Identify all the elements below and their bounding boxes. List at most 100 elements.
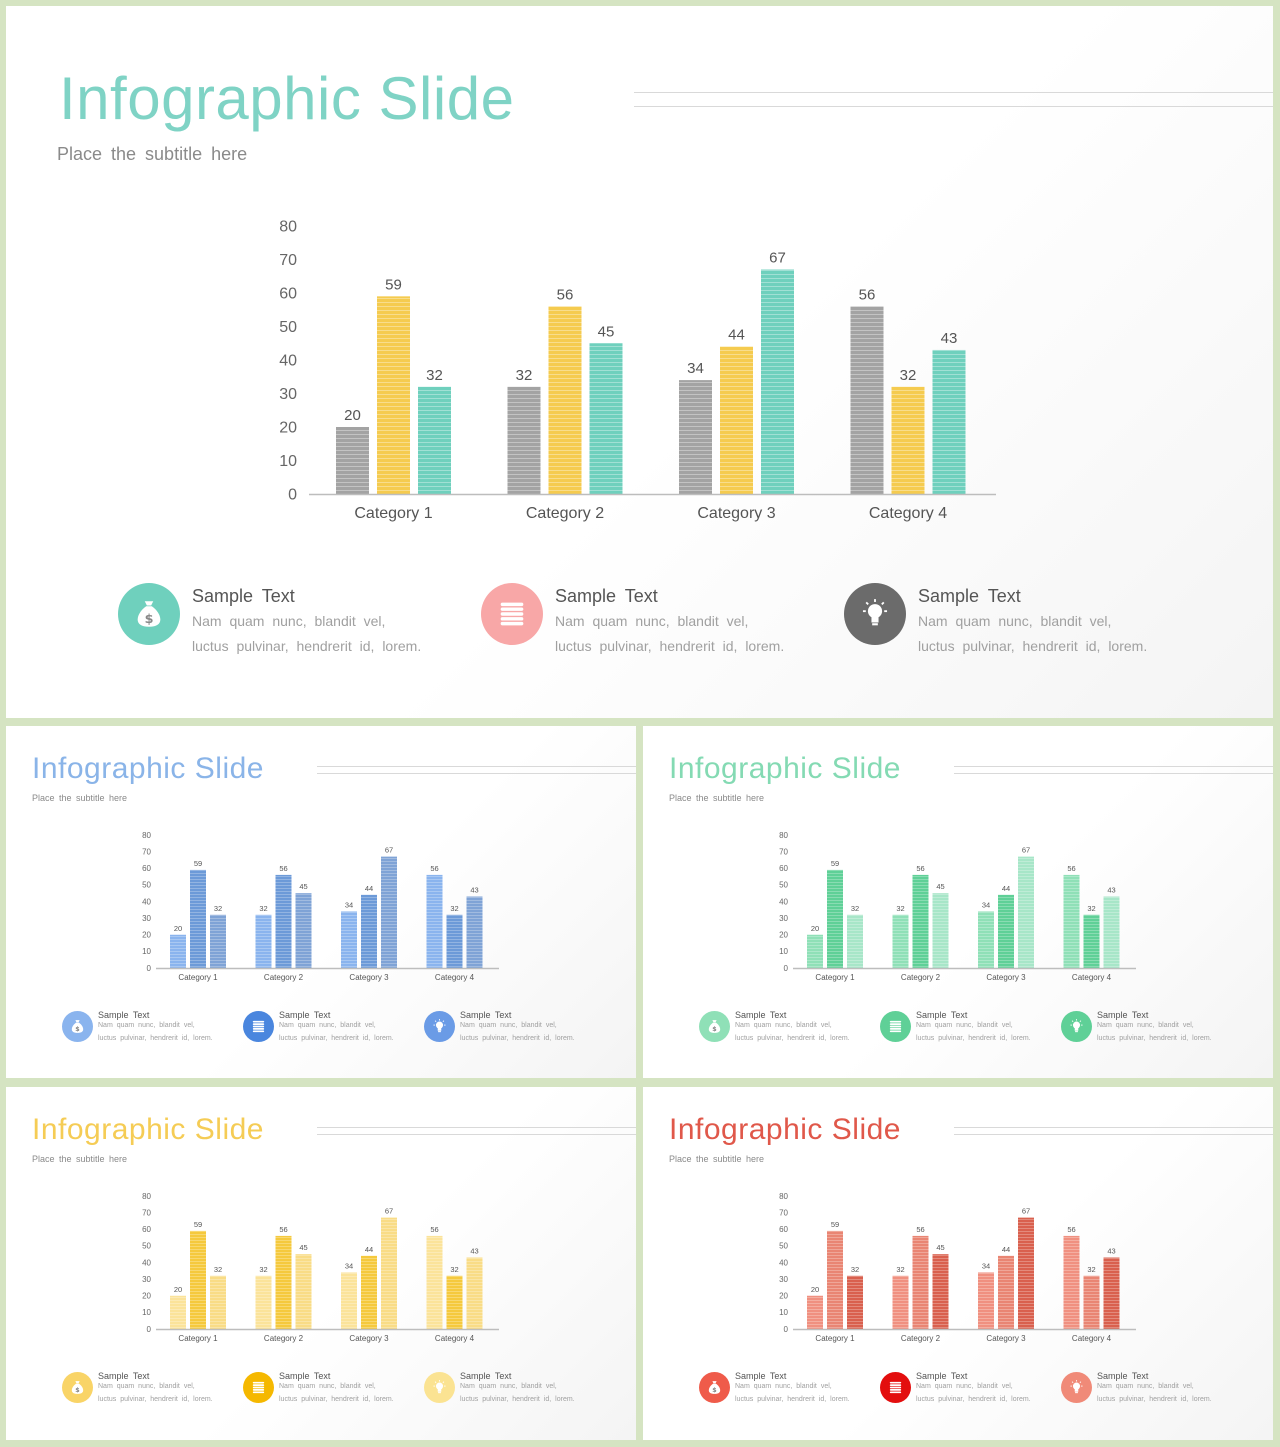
- bar: [932, 1254, 949, 1329]
- data-label: 67: [769, 250, 786, 267]
- y-tick-label: 50: [779, 881, 788, 890]
- data-label: 45: [598, 323, 615, 340]
- data-label: 56: [557, 286, 574, 303]
- bar: [426, 1235, 443, 1329]
- data-label: 45: [936, 1243, 944, 1252]
- coin-stack-icon: [243, 1011, 274, 1042]
- feature-text: luctus pulvinar, hendrerit id, lorem.: [735, 1035, 850, 1042]
- slide-subtitle: Place the subtitle here: [57, 144, 248, 164]
- bar: [807, 1295, 823, 1329]
- y-tick-label: 20: [779, 931, 788, 940]
- data-label: 45: [299, 882, 307, 891]
- y-tick-label: 60: [279, 286, 297, 303]
- bar: [978, 1272, 994, 1329]
- y-tick-label: 40: [142, 1258, 151, 1267]
- bar: [377, 296, 410, 494]
- y-tick-label: 10: [779, 1308, 788, 1317]
- bar: [850, 306, 884, 494]
- bar: [381, 1217, 397, 1329]
- data-label: 59: [831, 1220, 839, 1229]
- y-tick-label: 40: [279, 353, 297, 370]
- slide-title: Infographic Slide: [669, 1113, 901, 1146]
- data-label: 20: [174, 924, 182, 933]
- feature-text: Nam quam nunc, blandit vel,: [916, 1022, 1013, 1029]
- decorative-line: [954, 1127, 1273, 1128]
- data-label: 59: [194, 1220, 202, 1229]
- feature-item-1: $ Sample Text Nam quam nunc, blandit vel…: [699, 1371, 879, 1411]
- x-tick-label: Category 3: [986, 1334, 1026, 1343]
- slide-title: Infographic Slide: [669, 752, 901, 785]
- bar: [255, 1275, 272, 1329]
- feature-text: luctus pulvinar, hendrerit id, lorem.: [916, 1035, 1031, 1042]
- bar-chart: 0 10 20 30 40 50 60 70 80 20 59 32 Category 1 32 56 45 C…: [279, 219, 996, 522]
- feature-text: luctus pulvinar, hendrerit id, lorem.: [735, 1396, 850, 1403]
- bar: [275, 1235, 292, 1329]
- feature-title: Sample Text: [98, 1010, 150, 1020]
- coin-stack-icon: [880, 1372, 911, 1403]
- feature-title: Sample Text: [735, 1371, 787, 1381]
- y-tick-label: 80: [779, 1192, 788, 1201]
- svg-text:$: $: [75, 1386, 79, 1394]
- feature-text: luctus pulvinar, hendrerit id, lorem.: [1097, 1396, 1212, 1403]
- data-label: 32: [851, 904, 859, 913]
- feature-text: Nam quam nunc, blandit vel,: [460, 1022, 557, 1029]
- data-label: 32: [851, 1265, 859, 1274]
- data-label: 32: [214, 1265, 222, 1274]
- y-tick-label: 30: [142, 914, 151, 923]
- data-label: 32: [214, 904, 222, 913]
- bar-chart: 0 10 20 30 40 50 60 70 80 20 59 32 Category 1 32 56 45 C…: [779, 1192, 1136, 1343]
- bar: [807, 934, 823, 968]
- slide-main[interactable]: Infographic Slide Place the subtitle her…: [6, 6, 1273, 718]
- data-label: 56: [430, 1225, 438, 1234]
- bar: [998, 894, 1014, 968]
- data-label: 32: [426, 367, 443, 384]
- bar: [466, 1257, 483, 1329]
- data-label: 44: [365, 1245, 373, 1254]
- slide-subtitle: Place the subtitle here: [32, 793, 128, 803]
- y-tick-label: 40: [142, 897, 151, 906]
- data-label: 32: [1087, 904, 1095, 913]
- bar: [170, 934, 186, 968]
- feature-text: Nam quam nunc, blandit vel,: [98, 1383, 195, 1390]
- data-label: 67: [385, 1207, 393, 1216]
- y-tick-label: 70: [142, 1208, 151, 1217]
- slide-green[interactable]: Infographic Slide Place the subtitle her…: [643, 726, 1273, 1078]
- slide-blue[interactable]: Infographic Slide Place the subtitle her…: [6, 726, 636, 1078]
- feature-text: Nam quam nunc, blandit vel,: [916, 1383, 1013, 1390]
- x-tick-label: Category 4: [869, 505, 947, 522]
- data-label: 56: [1067, 864, 1075, 873]
- decorative-line: [634, 106, 1273, 107]
- data-label: 44: [365, 884, 373, 893]
- y-tick-label: 0: [784, 1325, 789, 1334]
- bar: [827, 1230, 843, 1329]
- data-label: 44: [728, 327, 745, 344]
- y-tick-label: 70: [779, 1208, 788, 1217]
- feature-item-2: Sample Text Nam quam nunc, blandit vel, …: [243, 1010, 423, 1050]
- y-tick-label: 50: [279, 319, 297, 336]
- data-label: 59: [831, 859, 839, 868]
- x-tick-label: Category 4: [1072, 973, 1112, 982]
- bar: [336, 427, 369, 494]
- money-bag-icon: $: [699, 1372, 730, 1403]
- data-label: 44: [1002, 884, 1010, 893]
- data-label: 67: [385, 846, 393, 855]
- bar-chart: 0 10 20 30 40 50 60 70 80 20 59 32 Category 1 32 56 45 C…: [142, 831, 499, 982]
- data-label: 45: [936, 882, 944, 891]
- bar: [1063, 1235, 1080, 1329]
- slide-yellow[interactable]: Infographic Slide Place the subtitle her…: [6, 1087, 636, 1440]
- data-label: 59: [385, 276, 402, 293]
- lightbulb-icon: [424, 1011, 455, 1042]
- feature-title: Sample Text: [918, 586, 1021, 606]
- bar: [446, 1275, 463, 1329]
- feature-text: luctus pulvinar, hendrerit id, lorem.: [1097, 1035, 1212, 1042]
- data-label: 34: [687, 360, 704, 377]
- bar: [761, 269, 794, 494]
- feature-text: Nam quam nunc, blandit vel,: [460, 1383, 557, 1390]
- x-tick-label: Category 3: [349, 1334, 389, 1343]
- bar: [892, 1275, 909, 1329]
- x-tick-label: Category 2: [901, 1334, 941, 1343]
- x-tick-label: Category 4: [435, 973, 475, 982]
- slide-red[interactable]: Infographic Slide Place the subtitle her…: [643, 1087, 1273, 1440]
- y-tick-label: 10: [279, 453, 297, 470]
- y-tick-label: 30: [279, 386, 297, 403]
